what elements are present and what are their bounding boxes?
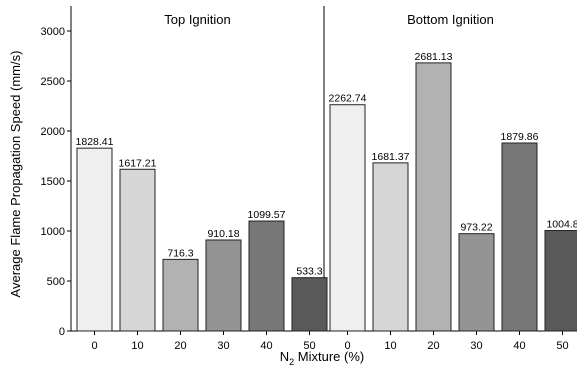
- data-label: 973.22: [460, 222, 492, 234]
- bar: [372, 162, 409, 332]
- x-tick-label: 20: [427, 340, 439, 352]
- data-label: 1681.37: [372, 151, 410, 163]
- data-label: 1828.41: [76, 136, 114, 148]
- x-axis-label-subscript: 2: [289, 357, 294, 367]
- data-label: 1099.57: [248, 209, 286, 221]
- data-label: 1879.86: [501, 131, 539, 143]
- bar: [544, 230, 577, 332]
- data-label: 716.3: [167, 247, 193, 259]
- bar: [415, 62, 452, 332]
- x-tick-label: 50: [556, 340, 568, 352]
- y-tick-label: 2000: [41, 126, 65, 138]
- x-axis-label-suffix: Mixture (%): [294, 349, 364, 364]
- bars: [76, 62, 577, 332]
- x-tick-label: 20: [174, 340, 186, 352]
- x-axis-label-prefix: N: [280, 349, 289, 364]
- data-label: 1004.8: [546, 219, 577, 231]
- x-tick-label: 10: [131, 340, 143, 352]
- y-tick-label: 3000: [41, 26, 65, 38]
- data-label: 1617.21: [119, 157, 157, 169]
- y-tick-label: 2500: [41, 76, 65, 88]
- x-tick-label: 30: [217, 340, 229, 352]
- data-label: 2681.13: [415, 51, 453, 63]
- y-tick-label: 0: [59, 326, 65, 338]
- bar: [329, 104, 366, 332]
- x-tick-label: 50: [303, 340, 315, 352]
- x-tick-label: 40: [260, 340, 272, 352]
- bar: [205, 239, 242, 332]
- x-tick-label: 40: [513, 340, 525, 352]
- bar: [291, 277, 328, 332]
- x-tick-label: 0: [91, 340, 97, 352]
- bar: [162, 258, 199, 332]
- bar: [119, 168, 156, 332]
- x-tick-label: 30: [470, 340, 482, 352]
- data-labels: 1828.41 1617.21 716.3 910.18 1099.57 533.3 226…: [76, 51, 577, 278]
- y-axis-label: Average Flame Propagation Speed (mm/s): [8, 51, 23, 298]
- y-tick-label: 1500: [41, 176, 65, 188]
- bar: [458, 233, 495, 332]
- y-tick-label: 500: [47, 276, 65, 288]
- x-axis-label: N2 Mixture (%): [280, 349, 364, 367]
- data-label: 2262.74: [329, 93, 367, 105]
- data-label: 910.18: [207, 228, 239, 240]
- bar: [248, 220, 285, 332]
- y-tick-label: 1000: [41, 226, 65, 238]
- panel-title: Bottom Ignition: [407, 12, 494, 27]
- panel-title: Top Ignition: [164, 12, 231, 27]
- x-tick-label: 0: [344, 340, 350, 352]
- bar: [76, 147, 113, 332]
- bar: [501, 142, 538, 332]
- data-label: 533.3: [296, 266, 322, 278]
- x-tick-label: 10: [384, 340, 396, 352]
